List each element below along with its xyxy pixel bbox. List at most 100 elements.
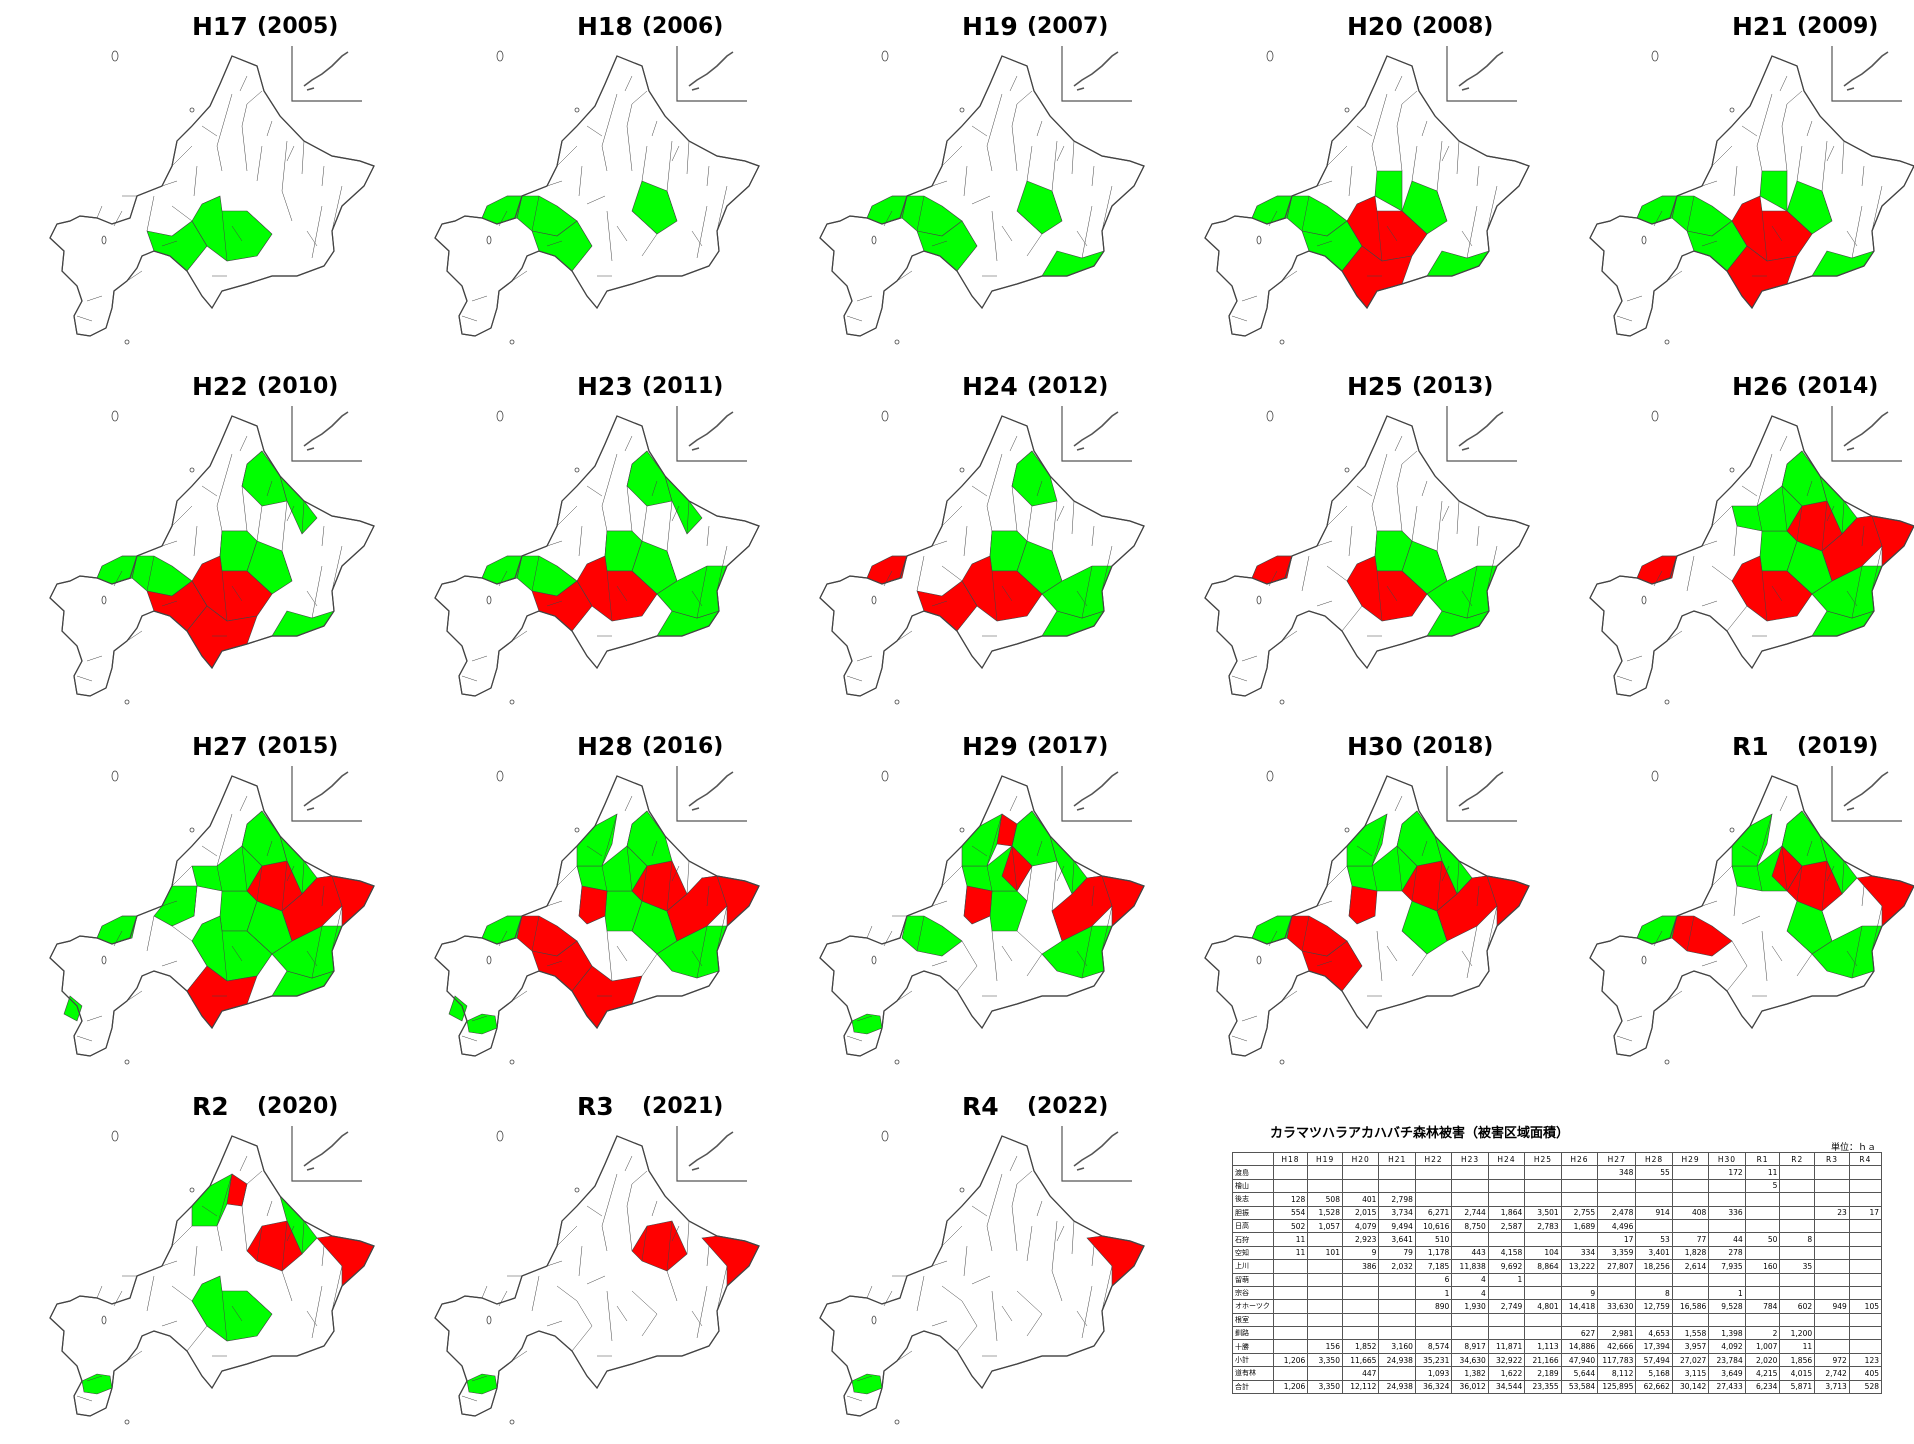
municipal-boundary: [231, 945, 243, 962]
municipal-boundary: [1686, 915, 1695, 952]
offshore-island: [574, 827, 580, 833]
municipal-boundary: [193, 525, 198, 557]
municipal-boundary: [1756, 813, 1773, 867]
municipal-boundary: [311, 205, 323, 259]
table-row: 上川 386 2,032 7,185 11,838 9,692 8,864 13,222 27,…: [1232, 1259, 1883, 1274]
table-cell: [1814, 1272, 1850, 1287]
municipal-boundary: [986, 1225, 993, 1252]
column-header: H25: [1524, 1151, 1562, 1167]
municipal-boundary: [1871, 545, 1883, 592]
municipal-boundary: [941, 565, 963, 582]
era-label: H30: [1347, 732, 1403, 761]
municipal-boundary: [1386, 585, 1398, 602]
municipal-boundary: [971, 845, 988, 857]
table-cell: [1272, 1259, 1309, 1274]
column-header: H23: [1451, 1151, 1489, 1167]
municipal-boundary: [1026, 505, 1033, 542]
municipal-boundary: [1821, 500, 1828, 552]
table-cell: [1524, 1272, 1562, 1287]
municipal-boundary: [1701, 180, 1718, 187]
municipal-boundary: [706, 1245, 710, 1267]
municipal-boundary: [161, 900, 178, 907]
municipal-boundary: [846, 1035, 863, 1042]
table-cell: [1744, 1312, 1781, 1328]
table-cell: 1,178: [1414, 1245, 1453, 1261]
municipal-boundary: [306, 1310, 318, 1327]
table-cell: [1341, 1285, 1380, 1301]
table-cell: [1671, 1192, 1710, 1207]
column-header: H24: [1487, 1151, 1526, 1167]
table-cell: [1779, 1205, 1816, 1220]
municipal-boundary: [696, 1285, 708, 1339]
table-cell: [1487, 1178, 1526, 1194]
municipal-boundary: [1796, 593, 1813, 617]
table-cell: [1560, 1312, 1599, 1328]
municipal-boundary: [556, 1225, 578, 1247]
year-label: (2008): [1412, 14, 1494, 39]
table-cell: [1848, 1339, 1883, 1354]
map-panel: H19 (2007): [812, 6, 1195, 364]
municipal-boundary: [631, 930, 658, 955]
municipal-boundary: [991, 1290, 998, 1342]
column-header: R2: [1779, 1151, 1816, 1167]
municipal-boundary: [1011, 463, 1018, 487]
municipal-boundary: [216, 145, 223, 172]
table-cell: [1814, 1339, 1850, 1354]
table-cell: 4: [1451, 1272, 1489, 1287]
municipal-boundary: [1461, 590, 1473, 607]
municipal-boundary: [171, 1285, 193, 1302]
table-row: 釧路 627 2,981 4,653 1,558 1,398 2 1,200: [1232, 1326, 1883, 1341]
table-cell: 2,015: [1341, 1205, 1380, 1220]
municipal-boundary: [571, 965, 593, 992]
municipal-boundary: [586, 195, 606, 205]
map-panel: R1 (2019): [1582, 726, 1914, 1084]
table-cell: [1378, 1326, 1416, 1341]
table-cell: 123: [1848, 1352, 1883, 1368]
table-cell: [1848, 1165, 1883, 1180]
municipal-boundary: [1711, 505, 1733, 527]
municipal-boundary: [126, 270, 143, 282]
municipal-boundary: [1781, 125, 1788, 172]
table-cell: 1: [1487, 1272, 1526, 1287]
municipal-boundary: [76, 315, 93, 322]
offshore-island: [101, 235, 107, 245]
offshore-island: [894, 1419, 900, 1425]
municipal-boundary: [1009, 1155, 1018, 1172]
municipal-boundary: [1411, 505, 1418, 542]
municipal-boundary: [246, 210, 273, 235]
map-panel: H30 (2018): [1197, 726, 1580, 1084]
table-cell: 3,359: [1597, 1245, 1637, 1261]
table-cell: [1272, 1339, 1309, 1354]
municipal-boundary: [706, 165, 710, 187]
municipal-boundary: [601, 813, 618, 867]
municipal-boundary: [1741, 195, 1761, 205]
municipal-boundary: [1071, 140, 1075, 175]
offshore-island: [881, 1130, 889, 1142]
municipal-boundary: [1341, 965, 1363, 992]
table-cell: [1307, 1326, 1343, 1341]
offshore-island: [496, 50, 504, 62]
table-cell: [1779, 1165, 1816, 1180]
municipal-boundary: [1636, 925, 1643, 939]
map-panel: H27 (2015): [42, 726, 425, 1084]
municipal-boundary: [956, 605, 978, 632]
municipal-boundary: [531, 195, 540, 232]
table-cell: 11,665: [1341, 1352, 1380, 1368]
municipal-boundary: [1076, 230, 1088, 247]
municipal-boundary: [1071, 860, 1075, 895]
municipal-boundary: [246, 1170, 263, 1185]
offshore-island: [111, 770, 119, 782]
table-cell: [1779, 1285, 1816, 1301]
table-cell: 6,234: [1744, 1379, 1781, 1395]
municipal-boundary: [1371, 865, 1378, 892]
municipal-boundary: [1806, 480, 1813, 497]
municipal-boundary: [281, 140, 288, 192]
municipal-boundary: [556, 865, 578, 887]
hokkaido-map: [49, 1126, 375, 1425]
municipal-boundary: [321, 1245, 325, 1267]
table-cell: [1635, 1272, 1673, 1287]
table-cell: [1414, 1165, 1453, 1180]
table-cell: [1307, 1366, 1343, 1381]
table-cell: 57,494: [1635, 1352, 1673, 1368]
table-cell: 7,185: [1414, 1259, 1453, 1274]
